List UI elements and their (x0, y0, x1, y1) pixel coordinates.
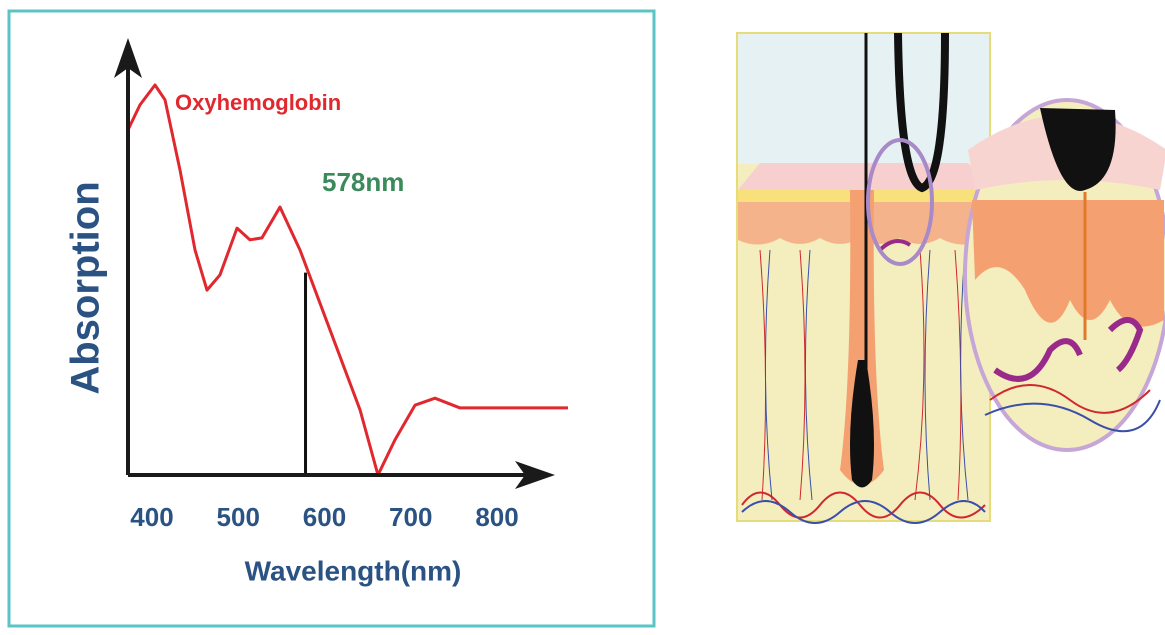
skin-illustration (736, 32, 1165, 524)
x-arrow (515, 461, 555, 489)
x-tick-label: 700 (389, 502, 432, 532)
series-line (126, 83, 568, 477)
annotation-label: 578nm (322, 167, 404, 197)
chart-frame (7, 9, 656, 628)
y-axis-label: Absorption (64, 181, 108, 394)
axes (114, 38, 555, 489)
series-label: Oxyhemoglobin (175, 90, 341, 115)
x-tick-label: 600 (303, 502, 346, 532)
x-tick-label: 400 (130, 502, 173, 532)
x-axis-label: Wavelength(nm) (245, 555, 462, 586)
x-tick-label: 800 (475, 502, 518, 532)
x-tick-label: 500 (217, 502, 260, 532)
y-arrow (114, 38, 142, 78)
